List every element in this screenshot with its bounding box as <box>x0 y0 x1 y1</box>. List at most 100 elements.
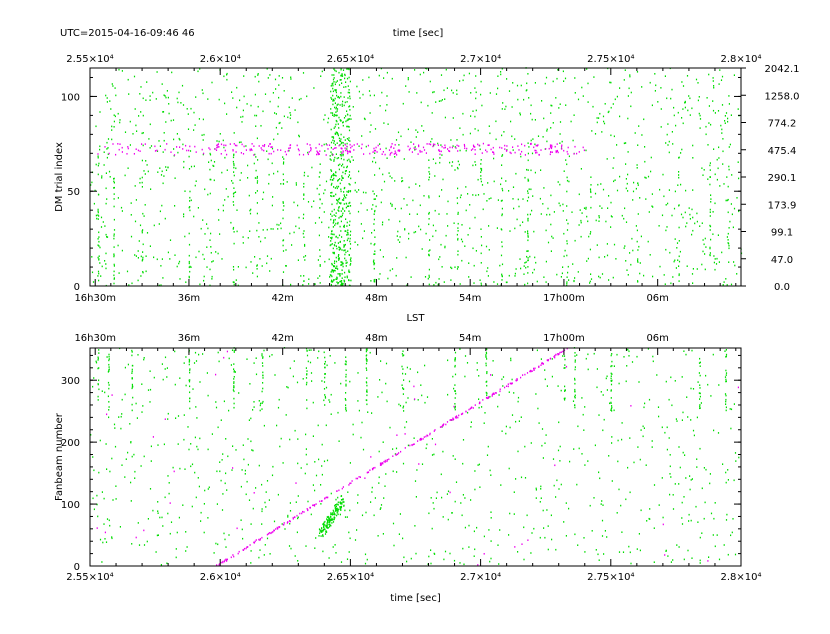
candidate-point <box>372 190 374 193</box>
pulsar-point <box>419 149 421 152</box>
candidate-point <box>339 178 341 180</box>
candidate-point <box>573 114 575 116</box>
candidate-point <box>601 500 603 502</box>
candidate-point <box>366 394 368 397</box>
candidate-point <box>189 270 191 273</box>
candidate-point <box>222 209 224 212</box>
candidate-point <box>527 250 529 252</box>
candidate-point <box>334 89 336 92</box>
candidate-point <box>546 130 548 132</box>
candidate-point <box>375 205 377 208</box>
candidate-point <box>124 174 126 177</box>
candidate-point <box>233 370 235 372</box>
pulsar-point <box>557 151 559 154</box>
pulsar-point <box>386 459 388 461</box>
candidate-point <box>603 418 605 421</box>
candidate-point <box>703 467 705 469</box>
candidate-point <box>140 86 142 88</box>
candidate-point <box>524 477 527 479</box>
candidate-point <box>637 182 639 185</box>
candidate-point <box>164 368 166 370</box>
candidate-point <box>228 409 230 412</box>
candidate-point <box>397 131 400 134</box>
candidate-point <box>415 129 417 131</box>
candidate-point <box>668 437 670 439</box>
candidate-point <box>235 449 237 451</box>
candidate-point <box>520 267 522 270</box>
candidate-point <box>543 276 545 278</box>
pulsar-point <box>400 450 402 453</box>
lst-tick-label: 06m <box>646 333 668 344</box>
candidate-point <box>344 139 346 141</box>
candidate-point <box>183 160 185 163</box>
candidate-point <box>519 112 521 114</box>
pulsar-point <box>561 148 563 150</box>
candidate-point <box>167 96 169 99</box>
candidate-point <box>306 370 308 372</box>
candidate-point <box>388 172 390 174</box>
pulsar-point <box>127 146 129 148</box>
candidate-point <box>539 501 541 503</box>
candidate-point <box>333 265 335 267</box>
candidate-point <box>262 382 264 384</box>
candidate-point <box>290 78 292 80</box>
candidate-point <box>209 284 211 287</box>
candidate-point <box>518 205 520 208</box>
candidate-point <box>727 117 729 120</box>
candidate-point <box>635 225 637 227</box>
candidate-point <box>129 423 131 425</box>
candidate-point <box>394 156 396 158</box>
candidate-point <box>545 260 547 263</box>
pulsar-point <box>269 143 271 145</box>
candidate-point <box>381 391 383 394</box>
candidate-point <box>433 144 435 147</box>
candidate-point <box>106 156 108 159</box>
candidate-point <box>341 179 343 181</box>
pulsar-point <box>303 511 305 513</box>
candidate-point <box>408 91 410 93</box>
candidate-point <box>333 140 335 142</box>
candidate-point <box>303 194 305 196</box>
candidate-point <box>728 95 730 97</box>
pulsar-point <box>463 143 465 146</box>
pulsar-point <box>389 152 392 155</box>
candidate-point <box>540 213 542 215</box>
candidate-point <box>339 79 341 81</box>
candidate-point <box>733 261 735 263</box>
candidate-point <box>332 252 335 254</box>
pulsar-point <box>233 143 235 145</box>
candidate-point <box>236 230 238 233</box>
candidate-point <box>96 527 98 529</box>
candidate-point <box>640 429 642 431</box>
pulsar-point <box>504 148 506 150</box>
candidate-point <box>550 223 552 226</box>
pulsar-point <box>133 153 135 155</box>
candidate-point <box>345 196 347 199</box>
candidate-point <box>456 202 459 205</box>
candidate-point <box>131 368 133 371</box>
candidate-point <box>402 406 404 409</box>
candidate-point <box>490 540 492 542</box>
candidate-point <box>278 84 280 86</box>
candidate-point <box>623 356 625 358</box>
pulsar-point <box>455 416 458 418</box>
candidate-point <box>405 85 407 87</box>
candidate-point <box>201 89 203 91</box>
candidate-point <box>611 360 613 363</box>
candidate-point <box>141 383 143 385</box>
candidate-point <box>733 403 735 405</box>
candidate-point <box>332 82 334 85</box>
pulsar-point <box>309 144 311 146</box>
candidate-point <box>305 453 307 456</box>
candidate-point <box>341 105 343 107</box>
candidate-point <box>141 181 143 184</box>
candidate-point <box>415 496 417 498</box>
candidate-point <box>108 416 110 419</box>
candidate-point <box>652 275 654 278</box>
pulsar-point <box>393 147 395 149</box>
candidate-point <box>207 98 209 100</box>
candidate-point <box>520 416 522 418</box>
pulsar-point <box>341 152 343 155</box>
pulsar-point <box>316 150 318 153</box>
candidate-point <box>634 132 636 134</box>
